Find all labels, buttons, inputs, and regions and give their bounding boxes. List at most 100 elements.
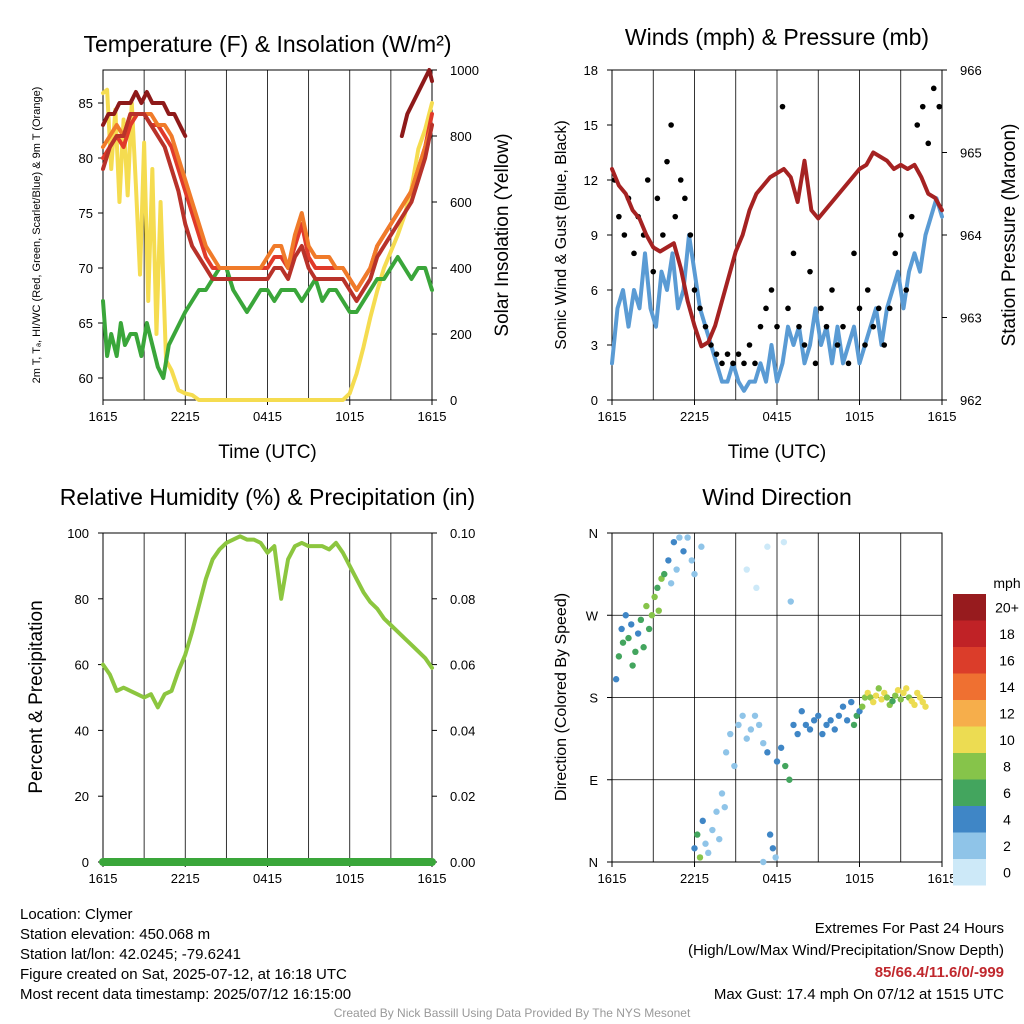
y-tick-label: 80 bbox=[75, 592, 89, 607]
direction-point bbox=[691, 570, 698, 578]
station-elevation: Station elevation: 450.068 m bbox=[20, 926, 211, 943]
y-tick-label: 0 bbox=[591, 393, 598, 408]
y-axis-label: 2m T, Tₐ, HI/WC (Red, Green, Scarlet/Blu… bbox=[31, 87, 43, 384]
station-info: Location: Clymer Station elevation: 450.… bbox=[20, 905, 351, 1005]
y-tick-label-right: 0.10 bbox=[450, 526, 475, 541]
colorbar-swatch bbox=[953, 806, 986, 833]
direction-point bbox=[727, 730, 734, 738]
direction-point bbox=[823, 721, 830, 729]
gust-point bbox=[818, 305, 824, 312]
x-tick-label: 1615 bbox=[89, 871, 118, 886]
series-line bbox=[101, 87, 434, 402]
y-tick-label: 9 bbox=[591, 228, 598, 243]
gust-point bbox=[757, 323, 764, 330]
x-tick-label: 1015 bbox=[335, 871, 364, 886]
y-tick-label-right: 963 bbox=[960, 311, 982, 326]
gust-point bbox=[713, 351, 720, 357]
x-tick-label: 1615 bbox=[418, 409, 447, 424]
gust-point bbox=[845, 360, 852, 367]
gust-point bbox=[919, 103, 926, 110]
direction-point bbox=[806, 726, 814, 733]
x-tick-label: 1615 bbox=[89, 409, 118, 424]
gust-point bbox=[735, 351, 742, 357]
gust-point bbox=[862, 342, 868, 348]
y-tick-label-right: 966 bbox=[960, 63, 982, 78]
series-line bbox=[101, 112, 434, 303]
y-tick-label-right: 0.04 bbox=[450, 723, 475, 738]
x-tick-label: 2215 bbox=[680, 409, 709, 424]
gust-point bbox=[930, 85, 937, 92]
x-tick-label: 0415 bbox=[253, 409, 282, 424]
y-tick-label-right: 965 bbox=[960, 146, 982, 161]
direction-point bbox=[637, 616, 645, 624]
y-tick-label-right: 800 bbox=[450, 129, 472, 144]
colorbar-label: 6 bbox=[1003, 785, 1011, 801]
figure-created: Figure created on Sat, 2025-07-12, at 16… bbox=[20, 966, 347, 983]
y-tick-label-right: 0.02 bbox=[450, 789, 475, 804]
gust-point bbox=[768, 287, 775, 293]
extremes-values: 85/66.4/11.6/0/-999 bbox=[874, 964, 1004, 981]
y-tick-label: E bbox=[589, 773, 598, 788]
colorbar-swatch bbox=[953, 832, 986, 859]
y-tick-label-right: 0.08 bbox=[450, 592, 475, 607]
gust-point bbox=[724, 351, 731, 357]
direction-point bbox=[872, 692, 880, 699]
direction-point bbox=[722, 749, 730, 756]
direction-point bbox=[743, 566, 750, 573]
gust-point bbox=[785, 305, 791, 312]
direction-point bbox=[802, 721, 810, 729]
y-tick-label-right: 0.00 bbox=[450, 855, 475, 870]
direction-point bbox=[760, 739, 767, 747]
direction-point bbox=[753, 584, 760, 592]
gust-point bbox=[881, 342, 888, 348]
gust-point bbox=[621, 232, 628, 238]
series-line bbox=[101, 255, 434, 380]
gust-point bbox=[752, 360, 758, 367]
station-location: Location: Clymer bbox=[20, 906, 133, 923]
colorbar-swatch bbox=[953, 620, 986, 647]
gust-point bbox=[903, 287, 910, 293]
direction-point bbox=[751, 712, 759, 719]
y-tick-label: 18 bbox=[584, 63, 598, 78]
direction-point bbox=[628, 621, 635, 628]
direction-point bbox=[619, 639, 627, 646]
gust-point bbox=[719, 360, 725, 367]
direction-point bbox=[883, 694, 891, 701]
colorbar-swatch bbox=[953, 700, 986, 727]
gust-point bbox=[856, 305, 863, 312]
gust-point bbox=[829, 287, 835, 293]
direction-point bbox=[780, 538, 788, 546]
direction-point bbox=[618, 625, 625, 633]
y-tick-label: 12 bbox=[584, 173, 598, 188]
gust-point bbox=[897, 232, 904, 238]
gust-point bbox=[936, 103, 943, 110]
direction-point bbox=[667, 580, 675, 587]
y-tick-label: W bbox=[586, 608, 599, 623]
chart-title: Wind Direction bbox=[702, 484, 852, 510]
y-tick-label: 85 bbox=[79, 96, 93, 111]
y-tick-label: 75 bbox=[79, 206, 93, 221]
gust-point bbox=[864, 287, 871, 293]
y-axis-label: Sonic Wind & Gust (Blue, Black) bbox=[553, 120, 570, 349]
colorbar-swatch bbox=[953, 594, 986, 621]
direction-point bbox=[743, 735, 750, 742]
direction-point bbox=[786, 776, 793, 783]
direction-point bbox=[632, 648, 639, 656]
chart-title: Winds (mph) & Pressure (mb) bbox=[625, 24, 929, 50]
x-tick-label: 2215 bbox=[171, 409, 200, 424]
direction-point bbox=[629, 662, 636, 669]
gust-point bbox=[875, 305, 882, 312]
gust-point bbox=[746, 342, 753, 348]
direction-point bbox=[922, 703, 929, 710]
gust-point bbox=[631, 250, 637, 257]
max-gust: Max Gust: 17.4 mph On 07/12 at 1515 UTC bbox=[713, 986, 1004, 1003]
gust-point bbox=[796, 323, 802, 330]
direction-point bbox=[615, 653, 623, 660]
direction-point bbox=[702, 840, 709, 847]
y-axis-label-right: Station Pressure (Maroon) bbox=[999, 124, 1020, 347]
gust-point bbox=[664, 158, 670, 165]
y-tick-label: 20 bbox=[75, 789, 89, 804]
gust-point bbox=[908, 213, 915, 220]
direction-point bbox=[654, 584, 661, 592]
